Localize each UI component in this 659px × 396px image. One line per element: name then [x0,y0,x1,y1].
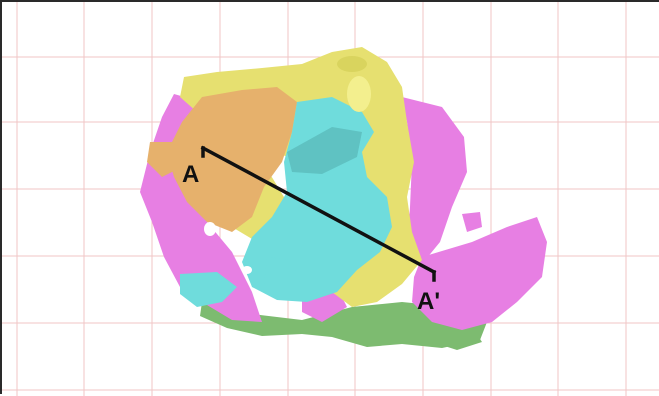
highlight-spots [337,56,371,112]
section-end-label: A' [417,288,440,315]
green-region [200,302,487,350]
section-start-label: A [182,161,199,188]
voids [204,222,252,274]
teal-plane [287,127,362,174]
section-line [200,145,437,282]
orange-region [147,87,297,232]
